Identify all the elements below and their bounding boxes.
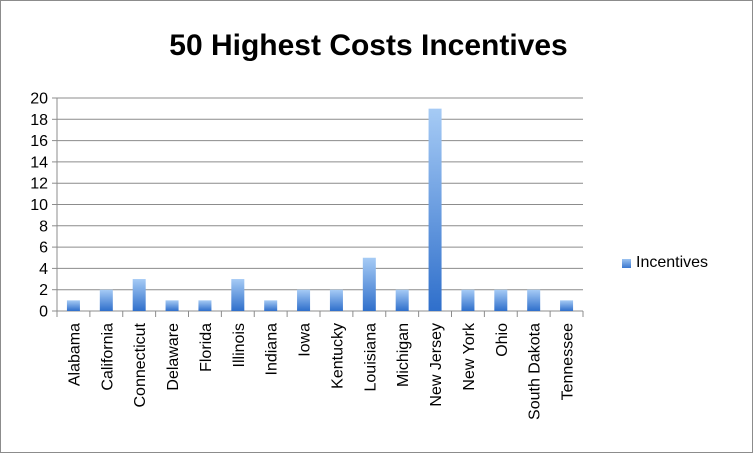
legend-label: Incentives <box>636 254 709 271</box>
x-tick-label: South Dakota <box>527 323 544 420</box>
y-tick-label: 18 <box>30 112 48 129</box>
bar-kentucky <box>329 289 343 311</box>
y-tick-label: 16 <box>30 133 48 150</box>
y-tick-label: 8 <box>39 218 48 235</box>
y-tick-label: 10 <box>30 197 48 214</box>
bar-iowa <box>297 289 311 311</box>
x-tick-label: Kentucky <box>329 323 346 389</box>
bar-connecticut <box>132 279 146 311</box>
bar-louisiana <box>362 257 376 311</box>
x-tick-label: Tennessee <box>560 323 577 400</box>
x-tick-label: Indiana <box>264 323 281 376</box>
x-tick-label: New York <box>461 322 478 391</box>
y-tick-label: 0 <box>39 304 48 321</box>
x-tick-label: Michigan <box>395 323 412 387</box>
x-tick-label: Delaware <box>165 323 182 391</box>
chart-title: 50 Highest Costs Incentives <box>169 29 568 62</box>
bar-new-jersey <box>428 108 442 312</box>
bar-ohio <box>494 289 508 311</box>
y-tick-label: 20 <box>30 91 48 108</box>
x-tick-label: Ohio <box>494 323 511 357</box>
gridlines <box>57 97 583 291</box>
bar-florida <box>198 300 212 311</box>
x-tick-label: New Jersey <box>428 323 445 407</box>
axes <box>52 97 584 317</box>
y-tick-label: 14 <box>30 154 48 171</box>
x-tick-label: Connecticut <box>132 322 149 407</box>
x-tick-label: Illinois <box>231 323 248 367</box>
y-tick-label: 4 <box>39 261 48 278</box>
x-tick-label: Louisiana <box>362 323 379 392</box>
bar-tennessee <box>560 300 574 311</box>
bar-alabama <box>66 300 80 311</box>
y-tick-label: 12 <box>30 176 48 193</box>
legend-swatch <box>622 258 631 268</box>
x-tick-labels: Alabama California Connecticut Delaware Flor… <box>66 322 576 420</box>
bar-indiana <box>264 300 278 311</box>
y-tick-label: 6 <box>39 240 48 257</box>
bar-new-york <box>461 289 475 311</box>
bar-california <box>99 289 113 311</box>
x-tick-label: Florida <box>198 323 215 372</box>
bar-south-dakota <box>527 289 541 311</box>
x-tick-label: Iowa <box>297 323 314 357</box>
bar-michigan <box>395 289 409 311</box>
x-tick-label: Alabama <box>66 323 83 386</box>
y-tick-labels: 0 2 4 6 8 10 12 14 16 18 20 <box>30 91 48 321</box>
bars <box>66 108 574 312</box>
y-tick-label: 2 <box>39 282 48 299</box>
x-tick-label: California <box>99 323 116 391</box>
legend: Incentives <box>622 254 708 272</box>
bar-delaware <box>165 300 179 311</box>
bar-illinois <box>231 279 245 311</box>
